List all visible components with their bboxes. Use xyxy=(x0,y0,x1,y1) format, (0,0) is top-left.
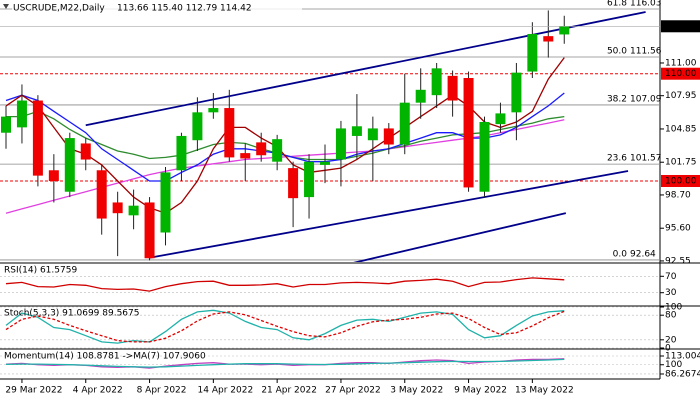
last-price-box xyxy=(661,20,700,33)
candle-body xyxy=(351,126,362,136)
indicator-line xyxy=(5,309,565,344)
candle-body xyxy=(256,142,267,156)
candle-body xyxy=(272,139,283,162)
candle-body xyxy=(559,26,570,35)
level-label: 110.00 xyxy=(665,69,697,79)
candle-body xyxy=(495,113,506,125)
x-tick-label: 9 May 2022 xyxy=(454,386,507,396)
fib-ratio: 0.0 xyxy=(613,249,628,259)
indicator-pane xyxy=(0,355,660,375)
y-tick-label: 20 xyxy=(665,335,677,345)
candle-body xyxy=(383,128,394,145)
candle-body xyxy=(48,170,59,181)
pane-title: RSI(14) 61.5759 xyxy=(4,266,77,276)
header-bg xyxy=(12,2,302,14)
y-tick-label: 111.00 xyxy=(665,58,697,68)
candle-body xyxy=(16,100,27,128)
candle-body xyxy=(208,108,219,113)
indicator-line xyxy=(5,358,565,369)
y-tick-label: 100 xyxy=(665,360,682,370)
candle-body xyxy=(80,143,91,160)
icon xyxy=(3,4,9,9)
candle-body xyxy=(176,135,187,171)
x-tick-label: 27 Apr 2022 xyxy=(325,386,381,396)
candle-body xyxy=(112,202,123,214)
candle-body xyxy=(447,75,458,101)
candle-body xyxy=(415,89,426,103)
y-tick-label: 70 xyxy=(665,272,677,282)
y-tick-label: 113.0043 xyxy=(665,351,700,361)
trendline xyxy=(353,212,567,262)
indicator-pane xyxy=(0,306,660,349)
y-tick-label: 92.55 xyxy=(665,256,691,266)
candle-body xyxy=(543,36,554,42)
x-tick-label: 3 May 2022 xyxy=(390,386,443,396)
fib-price: 107.09 xyxy=(630,94,662,104)
x-tick-label: 14 Apr 2022 xyxy=(198,386,254,396)
level-box xyxy=(661,174,700,187)
fib-price: 116.03 xyxy=(630,0,662,9)
x-tick-label: 29 Mar 2022 xyxy=(5,386,62,396)
indicator-line xyxy=(5,277,565,292)
level-label: 100.00 xyxy=(665,176,697,186)
fib-ratio: 38.2 xyxy=(607,94,627,104)
y-tick-label: 86.2674 xyxy=(665,369,700,379)
main-pane xyxy=(0,8,660,262)
chart-title: USCRUDE,M22,Daily xyxy=(13,4,105,14)
candle-body xyxy=(288,168,299,199)
candle-body xyxy=(32,100,43,176)
candle-body xyxy=(96,170,107,219)
pane-title: Stoch(5,3,3) 91.0699 89.5675 xyxy=(4,309,139,319)
indicator-line xyxy=(5,310,565,343)
y-tick-label: 104.85 xyxy=(665,124,697,134)
candle-body xyxy=(144,202,155,259)
candle-body xyxy=(431,68,442,96)
fib-ratio: 61.8 xyxy=(607,0,627,9)
y-tick-label: 95.60 xyxy=(665,224,691,234)
y-tick-label: 30 xyxy=(665,288,677,298)
fib-ratio: 23.6 xyxy=(607,154,627,164)
fib-price: 111.56 xyxy=(630,46,662,56)
x-tick-label: 21 Apr 2022 xyxy=(261,386,317,396)
candle-body xyxy=(1,116,11,133)
candle-body xyxy=(320,161,330,165)
candle-body xyxy=(128,205,139,216)
level-box xyxy=(661,67,700,80)
candle-body xyxy=(335,128,346,160)
y-tick-label: 107.95 xyxy=(665,91,697,101)
fib-price: 101.57 xyxy=(630,154,662,164)
candle-body xyxy=(192,112,203,141)
y-tick-label: 0 xyxy=(665,344,671,354)
candle-body xyxy=(463,77,474,188)
candle-body xyxy=(240,153,251,159)
candle-body xyxy=(399,102,410,145)
y-tick-label: 80 xyxy=(665,311,677,321)
indicator-pane xyxy=(0,275,660,294)
chart-subtitle: 113.66 115.40 112.79 114.42 xyxy=(117,4,252,14)
candle-body xyxy=(367,128,378,141)
trendline xyxy=(148,170,629,259)
candle-body xyxy=(527,34,538,72)
x-tick-label: 4 Apr 2022 xyxy=(73,386,123,396)
fib-price: 92.64 xyxy=(630,249,656,259)
trendline xyxy=(85,11,646,127)
y-tick-label: 98.70 xyxy=(665,190,691,200)
y-tick-label: 101.75 xyxy=(665,158,697,168)
candle-body xyxy=(160,172,171,233)
candle-body xyxy=(64,138,75,192)
fib-ratio: 50.0 xyxy=(607,46,627,56)
x-tick-label: 8 Apr 2022 xyxy=(137,386,187,396)
candle-body xyxy=(511,72,522,113)
y-tick-label: 100 xyxy=(665,303,682,313)
pane-title: Momentum(14) 108.8781 ->MA(7) 107.9060 xyxy=(4,352,206,362)
indicator-line xyxy=(5,358,565,368)
last-price-label: 114.42 xyxy=(665,22,697,32)
candle-body xyxy=(304,161,315,198)
candle-body xyxy=(224,108,235,158)
candle-body xyxy=(479,121,490,192)
x-tick-label: 13 May 2022 xyxy=(515,386,574,396)
